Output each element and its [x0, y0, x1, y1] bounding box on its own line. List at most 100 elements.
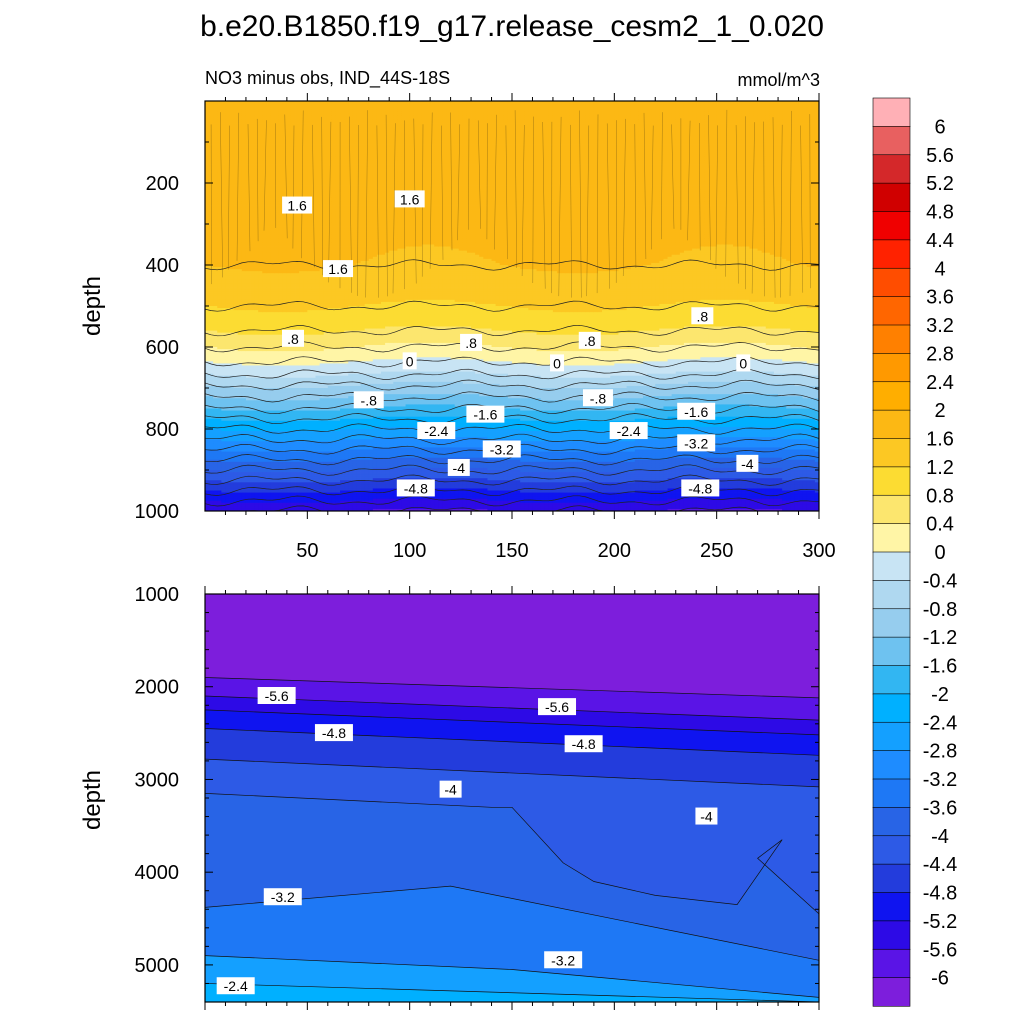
- x-tick-label: 50: [296, 540, 318, 562]
- contour-label-text: .8: [465, 335, 477, 351]
- contour-label: -1.6: [466, 406, 504, 423]
- colorbar-swatch: [873, 807, 910, 836]
- colorbar-swatch: [873, 439, 910, 468]
- colorbar-swatch: [873, 609, 910, 638]
- colorbar-swatch: [873, 353, 910, 382]
- colorbar-swatch: [873, 268, 910, 297]
- y-tick-label: 800: [146, 419, 179, 441]
- contour-label-text: -4.8: [688, 480, 712, 496]
- colorbar-label: 1.6: [926, 429, 954, 451]
- contour-label-text: -3.2: [684, 435, 708, 451]
- colorbar-label: 2.4: [926, 372, 954, 394]
- colorbar-label: -0.4: [923, 570, 957, 592]
- y-tick-label: 1000: [135, 501, 180, 523]
- y-tick-label: 2000: [135, 677, 180, 699]
- colorbar-label: -1.6: [923, 656, 957, 678]
- lower-panel-ylabel: depth: [79, 770, 106, 830]
- colorbar-swatch: [873, 524, 910, 553]
- contour-label: .8: [282, 330, 304, 347]
- colorbar-swatch: [873, 978, 910, 1007]
- colorbar-swatch: [873, 722, 910, 751]
- colorbar-swatch: [873, 467, 910, 496]
- contour-label-text: -1.6: [684, 404, 708, 420]
- colorbar-swatch: [873, 495, 910, 524]
- contour-label-text: -4: [741, 456, 754, 472]
- colorbar-label: 5.2: [926, 173, 954, 195]
- colorbar-swatch: [873, 864, 910, 893]
- colorbar-swatch: [873, 666, 910, 695]
- contour-label: 1.6: [323, 260, 353, 277]
- contour-label: -4.8: [397, 479, 435, 496]
- colorbar-label: -4.8: [923, 883, 957, 905]
- colorbar-swatch: [873, 212, 910, 241]
- colorbar-label: -3.2: [923, 769, 957, 791]
- colorbar-swatch: [873, 297, 910, 326]
- colorbar-label: 2.8: [926, 343, 954, 365]
- contour-label-text: .8: [584, 333, 596, 349]
- colorbar-swatch: [873, 836, 910, 865]
- contour-label-text: -.8: [590, 390, 607, 406]
- contour-label-text: -4: [453, 460, 466, 476]
- y-tick-label: 3000: [135, 769, 180, 791]
- contour-label-text: 1.6: [328, 261, 348, 277]
- colorbar-label: -4: [931, 826, 949, 848]
- colorbar-label: 2: [934, 400, 945, 422]
- upper-panel-ylabel: depth: [79, 276, 106, 336]
- figure-title: b.e20.B1850.f19_g17.release_cesm2_1_0.02…: [200, 10, 824, 43]
- contour-label: -4: [448, 459, 470, 476]
- colorbar-label: 0.4: [926, 514, 954, 536]
- colorbar-swatch: [873, 98, 910, 127]
- contour-label: -4: [736, 455, 758, 472]
- colorbar-label: 4.4: [926, 230, 954, 252]
- contour-label: -4.8: [315, 724, 353, 741]
- contour-label: -2.4: [217, 977, 255, 994]
- contour-label-text: .8: [696, 308, 708, 324]
- colorbar-label: -4.4: [923, 854, 957, 876]
- colorbar-swatch: [873, 552, 910, 581]
- x-tick-label: 100: [393, 540, 426, 562]
- colorbar-label: -6: [931, 968, 949, 990]
- contour-label-text: 1.6: [287, 198, 307, 214]
- y-tick-label: 400: [146, 255, 179, 277]
- colorbar-swatch: [873, 949, 910, 978]
- y-tick-label: 5000: [135, 955, 180, 977]
- colorbar-label: -2.4: [923, 712, 957, 734]
- y-tick-label: 200: [146, 173, 179, 195]
- colorbar-label: 6: [934, 116, 945, 138]
- contour-label-text: 0: [739, 355, 747, 371]
- colorbar-swatch: [873, 751, 910, 780]
- contour-label-text: -2.4: [617, 423, 641, 439]
- contour-label: -5.6: [258, 687, 296, 704]
- contour-label: -4.8: [565, 735, 603, 752]
- contour-label-text: 0: [553, 355, 561, 371]
- contour-label: -5.6: [538, 698, 576, 715]
- colorbar-swatch: [873, 240, 910, 269]
- contour-label-text: -4.8: [322, 725, 346, 741]
- colorbar-swatch: [873, 580, 910, 609]
- contour-label: -4: [695, 808, 717, 825]
- contour-label: -4.8: [681, 479, 719, 496]
- colorbar-label: 0.8: [926, 485, 954, 507]
- colorbar-swatch: [873, 325, 910, 354]
- contour-label: -1.6: [677, 403, 715, 420]
- contour-label-text: -4: [700, 809, 713, 825]
- colorbar-swatch: [873, 410, 910, 439]
- x-tick-label: 300: [802, 540, 835, 562]
- contour-label: -2.4: [417, 422, 455, 439]
- y-tick-label: 600: [146, 337, 179, 359]
- colorbar-swatch: [873, 779, 910, 808]
- colorbar-label: 4: [934, 258, 945, 280]
- x-tick-label: 150: [495, 540, 528, 562]
- contour-label-text: -.8: [361, 392, 378, 408]
- contour-label-text: -1.6: [473, 407, 497, 423]
- x-tick-label: 200: [598, 540, 631, 562]
- contour-label: -3.2: [677, 434, 715, 451]
- colorbar-label: 4.8: [926, 202, 954, 224]
- upper-panel-left-title: NO3 minus obs, IND_44S-18S: [205, 68, 450, 89]
- colorbar-swatch: [873, 637, 910, 666]
- contour-label-text: 1.6: [400, 191, 420, 207]
- contour-label-text: -3.2: [490, 442, 514, 458]
- contour-label-text: -3.2: [271, 889, 295, 905]
- contour-label: 1.6: [282, 197, 312, 214]
